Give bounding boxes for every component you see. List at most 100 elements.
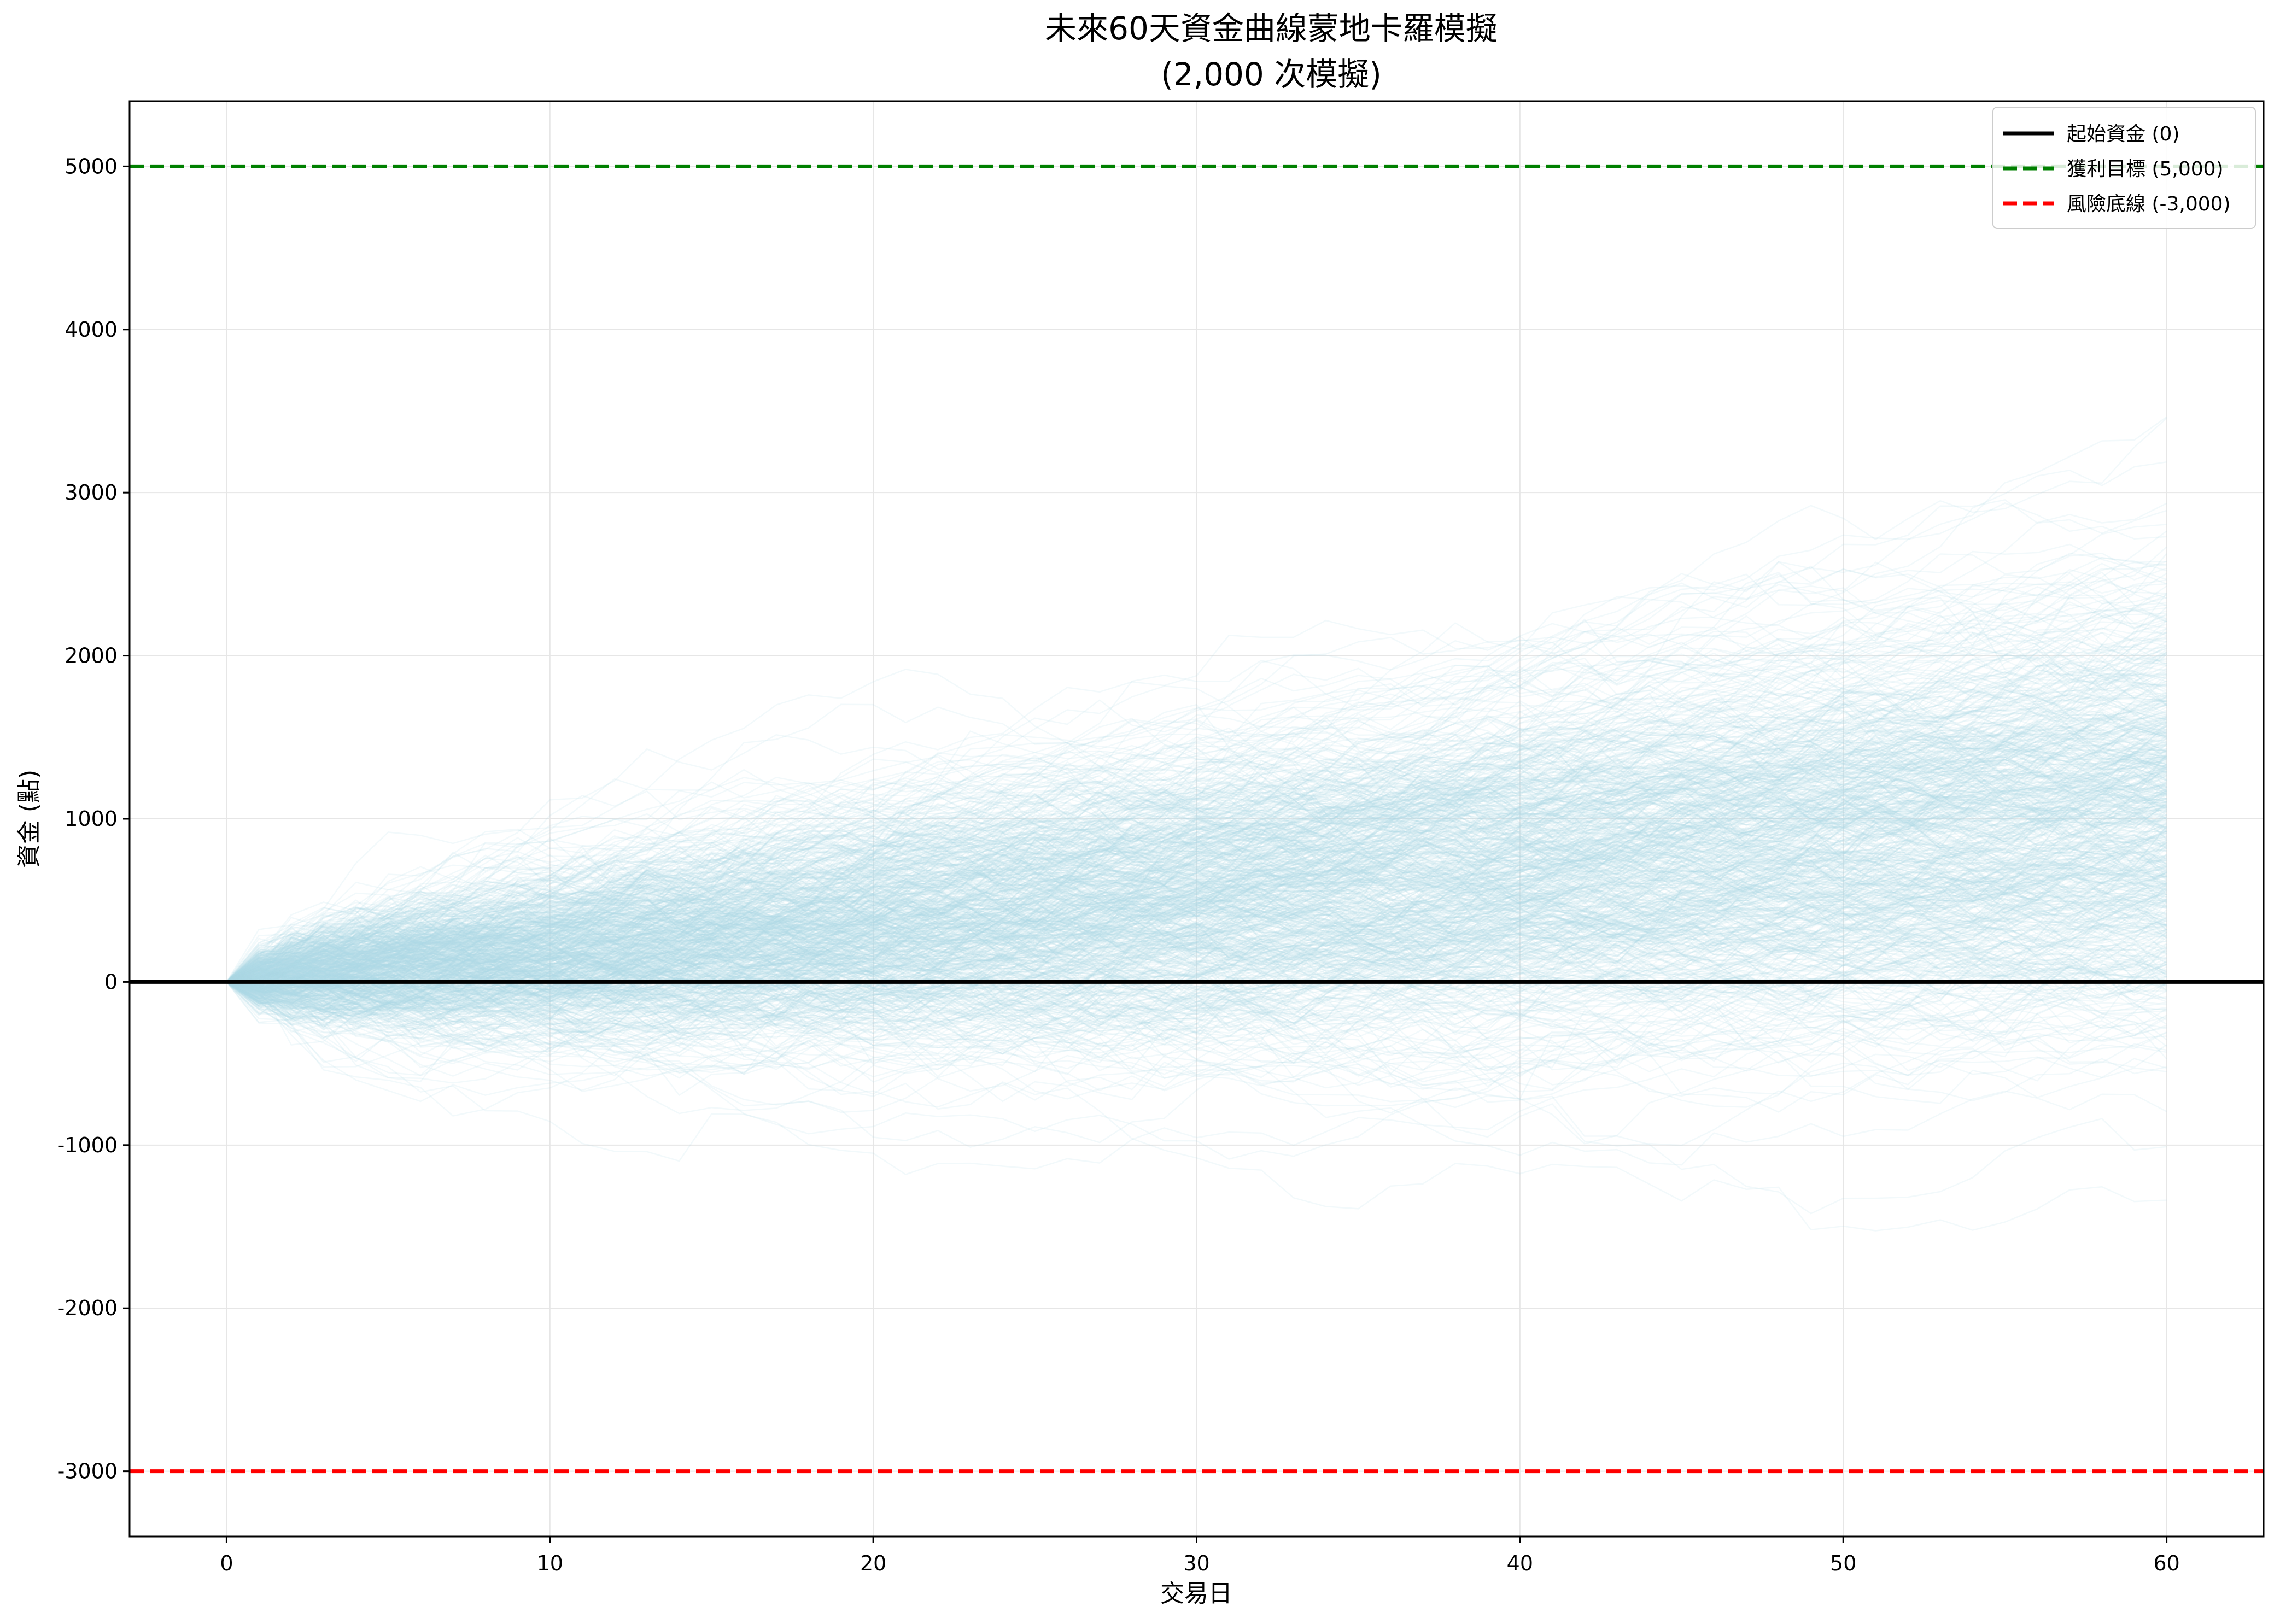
simulation-path	[226, 917, 2167, 1033]
simulation-path	[226, 718, 2167, 1000]
simulation-path	[226, 769, 2167, 1023]
simulation-path	[226, 782, 2167, 995]
simulation-path	[226, 814, 2167, 1059]
simulation-path	[226, 779, 2167, 991]
simulation-path	[226, 813, 2167, 995]
simulation-path	[226, 847, 2167, 1010]
simulation-path	[226, 824, 2167, 1027]
simulation-path	[226, 894, 2167, 1048]
simulation-path	[226, 784, 2167, 983]
simulation-path	[226, 828, 2167, 1072]
simulation-path	[226, 943, 2167, 1058]
simulation-path	[226, 719, 2167, 983]
simulation-path	[226, 771, 2167, 987]
simulation-path	[226, 822, 2167, 983]
simulation-path	[226, 766, 2167, 1015]
simulation-path	[226, 831, 2167, 1028]
simulation-path	[226, 842, 2167, 983]
simulation-path	[226, 943, 2167, 1077]
simulation-path	[226, 768, 2167, 1019]
simulation-path	[226, 708, 2167, 1009]
simulation-path	[226, 878, 2167, 1046]
simulation-path	[226, 704, 2167, 988]
simulation-path	[226, 720, 2167, 1006]
simulation-path	[226, 937, 2167, 1071]
simulation-path	[226, 632, 2167, 996]
legend-box	[1992, 107, 2256, 229]
simulation-path	[226, 899, 2167, 1027]
simulation-path	[226, 814, 2167, 987]
simulation-path	[226, 866, 2167, 983]
simulation-path	[226, 869, 2167, 1020]
simulation-path	[226, 747, 2167, 983]
simulation-path	[226, 787, 2167, 998]
simulation-path	[226, 900, 2167, 1023]
simulation-path	[226, 861, 2167, 986]
simulation-path	[226, 812, 2167, 1021]
simulation-path	[226, 694, 2167, 1001]
simulation-path	[226, 758, 2167, 983]
simulation-path	[226, 881, 2167, 1047]
simulation-path	[226, 866, 2167, 1024]
simulation-path	[226, 853, 2167, 998]
simulation-path	[226, 759, 2167, 983]
simulation-path	[226, 663, 2167, 1046]
simulation-path	[226, 891, 2167, 1008]
simulation-path	[226, 981, 2167, 1148]
simulation-path	[226, 904, 2167, 1010]
chart-subtitle: (2,000 次模擬)	[1161, 56, 1382, 93]
simulation-path	[226, 828, 2167, 1030]
simulation-path	[226, 730, 2167, 1066]
x-tick-label: 10	[537, 1551, 563, 1575]
simulation-path	[226, 866, 2167, 1025]
simulation-path	[226, 749, 2167, 987]
simulation-path	[226, 807, 2167, 990]
simulation-path	[226, 924, 2167, 1031]
simulation-path	[226, 689, 2167, 986]
simulation-path	[226, 916, 2167, 1037]
simulation-path	[226, 806, 2167, 983]
simulation-path	[226, 625, 2167, 1019]
simulation-path	[226, 781, 2167, 1015]
simulation-path	[226, 784, 2167, 988]
simulation-path	[226, 790, 2167, 987]
simulation-path	[226, 777, 2167, 1063]
simulation-path	[226, 899, 2167, 984]
simulation-path	[226, 777, 2167, 983]
simulation-path	[226, 804, 2167, 1006]
simulation-path	[226, 739, 2167, 987]
simulation-path	[226, 765, 2167, 983]
simulation-path	[226, 706, 2167, 999]
simulation-path	[226, 892, 2167, 983]
simulation-path	[226, 784, 2167, 1020]
simulation-path	[226, 830, 2167, 998]
simulation-path	[226, 637, 2167, 983]
simulation-path	[226, 703, 2167, 1023]
simulation-path	[226, 906, 2167, 996]
simulation-path	[226, 741, 2167, 1001]
simulation-path	[226, 746, 2167, 983]
simulation-path	[226, 753, 2167, 996]
simulation-path	[226, 717, 2167, 986]
simulation-path	[226, 815, 2167, 987]
simulation-path	[226, 644, 2167, 1002]
simulation-path	[226, 686, 2167, 983]
simulation-path	[226, 825, 2167, 990]
simulation-path	[226, 856, 2167, 1025]
simulation-path	[226, 881, 2167, 1000]
simulation-path	[226, 963, 2167, 1063]
simulation-path	[226, 907, 2167, 1008]
simulation-path	[226, 671, 2167, 985]
simulation-path	[226, 845, 2167, 1013]
simulation-path	[226, 835, 2167, 983]
simulation-path	[226, 957, 2167, 1078]
simulation-path	[226, 733, 2167, 983]
simulation-path	[226, 782, 2167, 990]
y-tick-label: -3000	[57, 1459, 118, 1484]
simulation-path	[226, 940, 2167, 1104]
simulation-path	[226, 758, 2167, 983]
simulation-path	[226, 731, 2167, 1022]
simulation-path	[226, 875, 2167, 1033]
simulation-path	[226, 672, 2167, 1027]
simulation-path	[226, 671, 2167, 1009]
